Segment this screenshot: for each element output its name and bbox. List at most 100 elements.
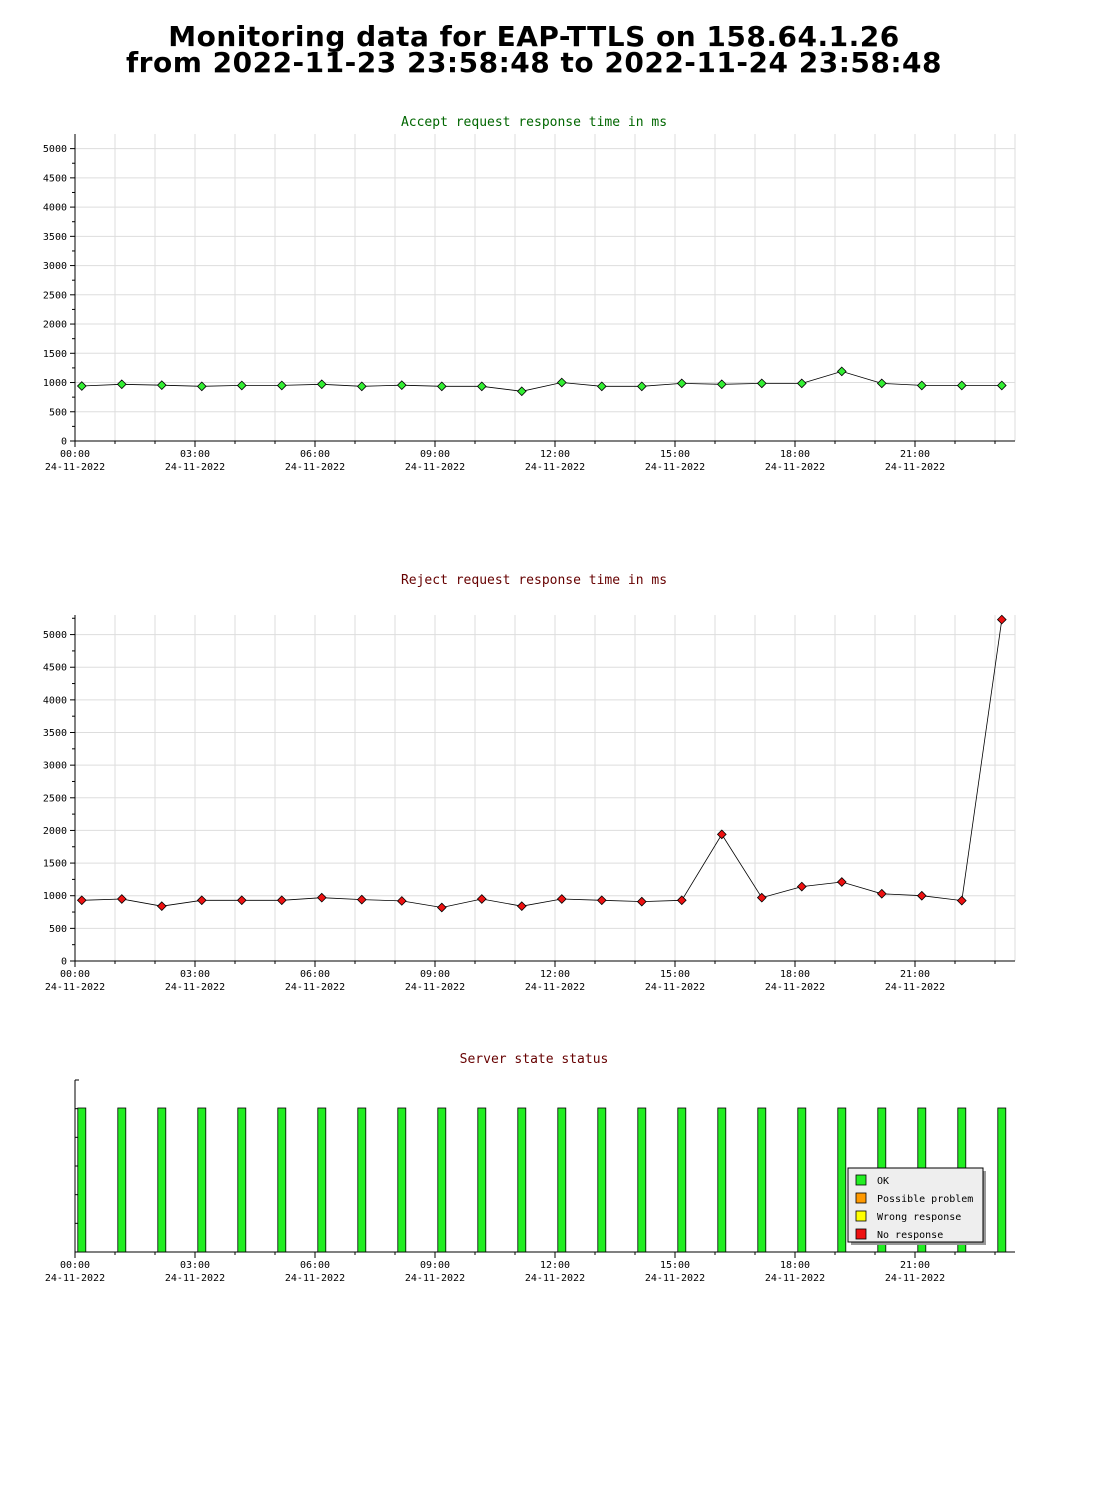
y-tick-label: 3500	[43, 232, 67, 243]
page-title: Monitoring data for EAP-TTLS on 158.64.1…	[0, 23, 1068, 77]
x-tick-label-date: 24-11-2022	[45, 462, 105, 473]
x-tick-label-time: 09:00	[420, 969, 450, 980]
y-tick-label: 2000	[43, 320, 67, 331]
y-tick-label: 2500	[43, 290, 67, 301]
data-point	[476, 894, 487, 904]
x-tick-label-time: 18:00	[780, 1260, 810, 1271]
x-tick-label-time: 06:00	[300, 1260, 330, 1271]
legend-label: OK	[877, 1176, 889, 1187]
x-tick-label-date: 24-11-2022	[645, 982, 705, 993]
data-point	[756, 892, 767, 903]
x-tick-label-date: 24-11-2022	[45, 1273, 105, 1284]
legend-box	[847, 1167, 984, 1243]
data-point	[436, 381, 447, 392]
status-bar	[477, 1107, 487, 1253]
accept-response-time-chart: Accept request response time in ms 0 500 10…	[43, 115, 1016, 473]
data-point	[596, 381, 607, 392]
x-tick-label-date: 24-11-2022	[645, 462, 705, 473]
status-bar	[757, 1107, 767, 1253]
y-tick-label: 500	[49, 407, 67, 418]
x-tick-label-date: 24-11-2022	[285, 1273, 345, 1284]
x-tick-label-time: 18:00	[780, 449, 810, 460]
data-point	[636, 896, 647, 907]
status-bar	[797, 1107, 807, 1253]
x-tick-label-time: 12:00	[540, 449, 570, 460]
x-tick-label-time: 15:00	[660, 969, 690, 980]
status-bar	[637, 1107, 647, 1253]
y-tick-label: 4500	[43, 173, 67, 184]
chart-title: Reject request response time in ms	[401, 573, 667, 588]
data-point	[716, 379, 727, 390]
x-tick-label-time: 12:00	[540, 969, 570, 980]
status-bar	[197, 1107, 207, 1253]
data-point	[396, 380, 407, 391]
x-tick-label-date: 24-11-2022	[285, 462, 345, 473]
x-tick-label-time: 09:00	[420, 1260, 450, 1271]
x-tick-label-time: 21:00	[900, 969, 930, 980]
x-tick-label-date: 24-11-2022	[165, 982, 225, 993]
data-point	[756, 378, 767, 389]
legend-swatch	[855, 1174, 867, 1186]
data-point	[716, 829, 727, 840]
data-point	[836, 366, 847, 377]
data-point	[956, 895, 967, 906]
x-tick-label-time: 18:00	[780, 969, 810, 980]
status-bar	[517, 1107, 527, 1253]
legend-label: Possible problem	[877, 1194, 973, 1205]
x-tick-label-time: 21:00	[900, 449, 930, 460]
status-bar	[357, 1107, 367, 1253]
y-tick-label: 3000	[43, 761, 67, 772]
data-point	[596, 895, 607, 906]
series-line	[81, 619, 1003, 908]
x-tick-label-date: 24-11-2022	[285, 982, 345, 993]
y-tick-label: 1000	[43, 891, 67, 902]
status-bar	[557, 1107, 567, 1253]
data-point	[796, 378, 807, 389]
x-tick-label-time: 06:00	[300, 969, 330, 980]
data-point	[996, 380, 1007, 391]
server-state-status-chart: Server state status 00:00 24-11-2022 03:00 2…	[45, 1052, 1015, 1284]
status-bar	[237, 1107, 247, 1253]
y-tick-label: 3500	[43, 728, 67, 739]
data-point	[156, 380, 167, 391]
x-tick-label-date: 24-11-2022	[45, 982, 105, 993]
data-point	[956, 380, 967, 391]
x-tick-label-time: 15:00	[660, 1260, 690, 1271]
data-point	[436, 902, 447, 913]
x-tick-label-time: 00:00	[60, 449, 90, 460]
y-tick-label: 4000	[43, 203, 67, 214]
data-point	[476, 381, 487, 392]
data-point	[516, 386, 527, 397]
x-tick-label-date: 24-11-2022	[165, 1273, 225, 1284]
legend-swatch	[855, 1228, 867, 1240]
data-point	[276, 895, 287, 906]
status-bar	[157, 1107, 167, 1253]
chart-title: Server state status	[460, 1052, 609, 1067]
data-point	[76, 381, 87, 391]
legend-swatch	[855, 1192, 867, 1204]
data-point	[796, 881, 807, 892]
data-point	[116, 379, 127, 390]
status-bar	[117, 1107, 127, 1253]
x-tick-label-date: 24-11-2022	[765, 462, 825, 473]
status-bar	[677, 1107, 687, 1253]
data-point	[916, 890, 927, 901]
x-tick-label-time: 09:00	[420, 449, 450, 460]
data-point	[676, 378, 687, 389]
status-bar	[77, 1107, 87, 1253]
data-point	[996, 614, 1007, 625]
x-tick-label-time: 03:00	[180, 449, 210, 460]
data-point	[76, 895, 87, 906]
y-tick-label: 5000	[43, 144, 67, 155]
x-tick-label-date: 24-11-2022	[645, 1273, 705, 1284]
y-tick-label: 5000	[43, 630, 67, 641]
data-point	[676, 895, 687, 906]
x-tick-label-date: 24-11-2022	[885, 1273, 945, 1284]
y-tick-label: 500	[49, 924, 67, 935]
y-tick-label: 4500	[43, 663, 67, 674]
data-point	[116, 894, 127, 904]
status-bar	[437, 1107, 447, 1253]
data-point	[636, 381, 647, 392]
status-bar	[317, 1107, 327, 1253]
x-tick-label-date: 24-11-2022	[885, 462, 945, 473]
